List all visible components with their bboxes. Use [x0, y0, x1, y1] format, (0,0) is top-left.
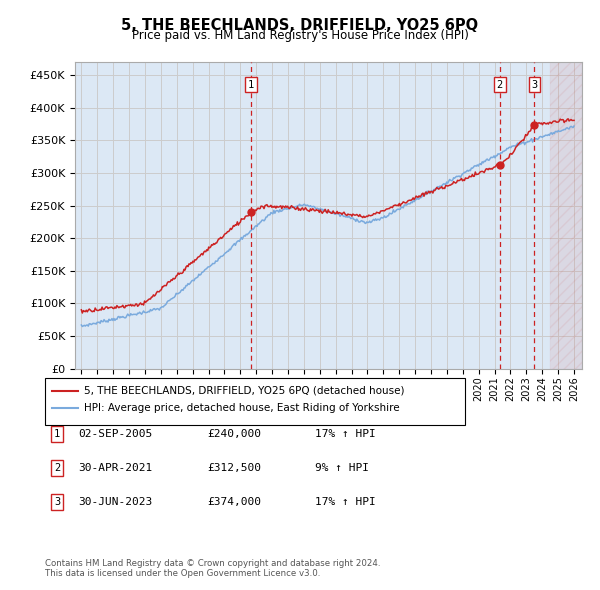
Text: 3: 3: [54, 497, 60, 507]
Text: 1: 1: [54, 429, 60, 438]
Text: This data is licensed under the Open Government Licence v3.0.: This data is licensed under the Open Gov…: [45, 569, 320, 578]
Text: Contains HM Land Registry data © Crown copyright and database right 2024.: Contains HM Land Registry data © Crown c…: [45, 559, 380, 568]
Text: HPI: Average price, detached house, East Riding of Yorkshire: HPI: Average price, detached house, East…: [84, 404, 400, 413]
Text: 17% ↑ HPI: 17% ↑ HPI: [315, 497, 376, 507]
Text: 2: 2: [497, 80, 503, 90]
Text: 30-JUN-2023: 30-JUN-2023: [78, 497, 152, 507]
Text: 3: 3: [531, 80, 538, 90]
Text: £312,500: £312,500: [207, 463, 261, 473]
Text: £374,000: £374,000: [207, 497, 261, 507]
Bar: [550, 62, 582, 369]
Text: 02-SEP-2005: 02-SEP-2005: [78, 429, 152, 438]
Text: 5, THE BEECHLANDS, DRIFFIELD, YO25 6PQ (detached house): 5, THE BEECHLANDS, DRIFFIELD, YO25 6PQ (…: [84, 386, 404, 395]
Text: 1: 1: [248, 80, 254, 90]
Text: Price paid vs. HM Land Registry's House Price Index (HPI): Price paid vs. HM Land Registry's House …: [131, 30, 469, 42]
Text: 5, THE BEECHLANDS, DRIFFIELD, YO25 6PQ: 5, THE BEECHLANDS, DRIFFIELD, YO25 6PQ: [121, 18, 479, 32]
Text: 9% ↑ HPI: 9% ↑ HPI: [315, 463, 369, 473]
Text: 2: 2: [54, 463, 60, 473]
Text: 17% ↑ HPI: 17% ↑ HPI: [315, 429, 376, 438]
Text: £240,000: £240,000: [207, 429, 261, 438]
Text: 30-APR-2021: 30-APR-2021: [78, 463, 152, 473]
